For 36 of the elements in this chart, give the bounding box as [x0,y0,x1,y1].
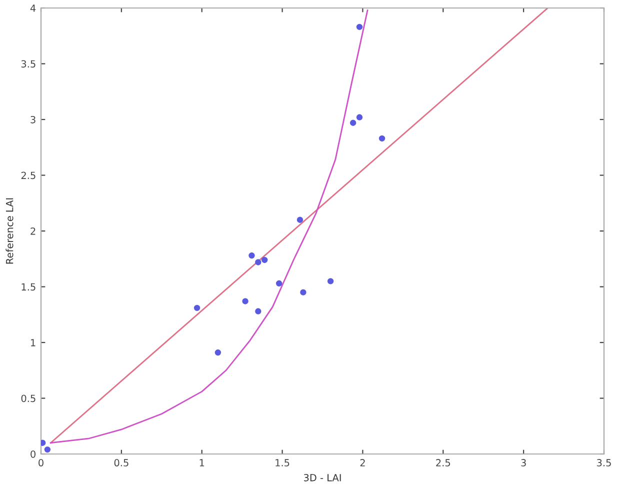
y-tick-label: 2.5 [21,172,36,180]
x-tick-label: 1 [200,459,204,466]
point [296,216,304,223]
y-tick-label: 3 [30,116,36,124]
y-axis-title: Reference LAI [6,198,14,264]
x-tick-label: 2 [360,459,365,466]
point [261,256,268,264]
x-tick-label: 3.5 [597,459,611,466]
line-series [50,10,368,444]
point [248,252,255,259]
x-tick-label: 0 [38,459,44,466]
point [194,304,200,312]
y-tick-label: 3.5 [21,60,36,68]
point [242,298,248,304]
point [44,446,51,453]
point [356,114,363,120]
point [255,259,262,266]
x-tick-label: 2.5 [436,459,450,466]
y-tick-label: 4 [30,4,36,12]
point [255,308,262,314]
x-tick-label: 1.5 [276,459,290,466]
point [300,289,306,296]
point [378,135,386,142]
point [356,24,363,30]
y-tick-label: 0.5 [21,394,36,402]
y-tick-label: 2 [30,227,36,235]
x-tick-label: 3 [521,459,526,466]
x-tick-label: 0.5 [114,459,128,466]
y-tick-label: 1 [31,339,36,346]
y-tick-label: 1.5 [22,283,36,291]
point [327,278,334,284]
point [214,349,222,356]
y-tick-label: 0 [30,450,36,458]
x-axis-title: 3D - LAI [304,474,341,482]
point [350,120,356,126]
point [276,280,282,287]
